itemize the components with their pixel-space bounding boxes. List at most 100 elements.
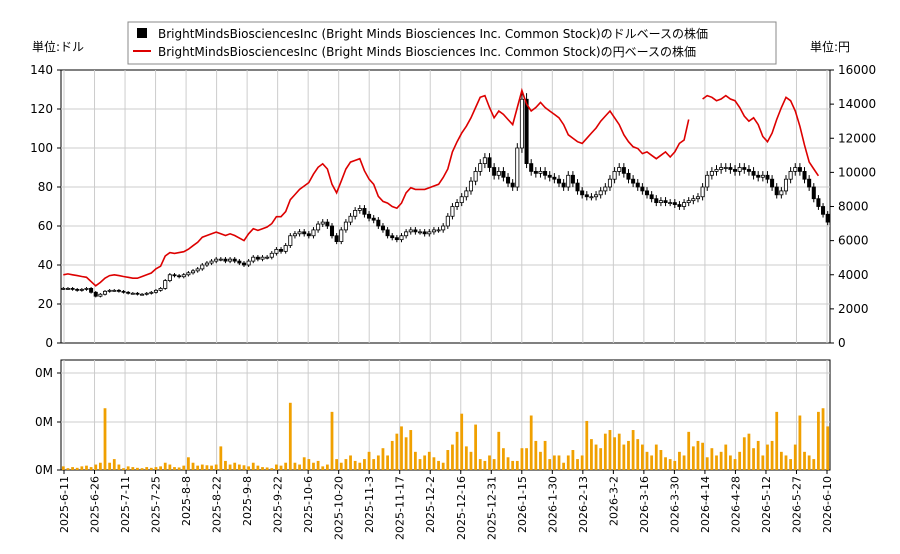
volume-bar: [325, 464, 329, 470]
volume-bar: [210, 465, 213, 470]
candle-body: [283, 245, 288, 252]
price-panel: 0 20 40 60 80 100 120 140 0 2000 4000 6000 8000 1000…: [30, 63, 876, 350]
volume-bar: [817, 411, 820, 470]
volume-bar: [729, 455, 732, 470]
candle-body: [492, 167, 497, 176]
volume-bar: [455, 431, 459, 470]
volume-bar: [756, 440, 760, 470]
volume-bar: [446, 450, 450, 470]
candle-body: [714, 169, 719, 172]
right-tick-label: 6000: [838, 234, 869, 248]
x-tick-label: 2026-5-12: [760, 476, 773, 533]
volume-tick-label: 0M: [35, 415, 53, 429]
volume-bar: [576, 459, 579, 470]
candle-body: [269, 252, 274, 258]
candle-body: [130, 292, 135, 295]
candle-body: [807, 178, 812, 188]
volume-bar: [483, 460, 487, 470]
volume-bar: [136, 467, 139, 470]
volume-bar: [117, 464, 121, 470]
candle-body: [455, 202, 460, 207]
volume-bar: [214, 464, 218, 470]
right-tick-label: 10000: [838, 165, 876, 179]
volume-bar: [460, 413, 464, 470]
volume-bar: [284, 462, 288, 470]
volume-bar: [478, 459, 482, 470]
candle-body: [547, 174, 552, 178]
x-tick-label: 2026-3-16: [638, 476, 651, 533]
volume-bar: [580, 455, 584, 470]
volume-bar: [497, 431, 501, 470]
volume-bar: [145, 467, 149, 470]
volume-bar: [766, 444, 769, 470]
candle-body: [135, 292, 140, 295]
candle-body: [79, 288, 84, 291]
volume-bar: [275, 464, 278, 470]
right-tick-label: 4000: [838, 268, 869, 282]
volume-bar: [539, 451, 542, 470]
volume-bar: [622, 444, 626, 470]
volume-bar: [404, 437, 408, 470]
volume-bar: [168, 464, 172, 470]
candle-body: [274, 248, 279, 254]
volume-bar: [367, 451, 371, 470]
candle-body: [737, 167, 742, 172]
candle-body: [543, 170, 548, 176]
x-axis-date-labels: 2025-6-11 2025-6-26 2025-7-11 2025-7-25 2025…: [58, 470, 834, 540]
volume-bar: [451, 444, 454, 470]
volume-bar: [237, 464, 241, 470]
candle-body: [209, 260, 214, 264]
candle-body: [677, 204, 682, 207]
volume-bar: [219, 446, 223, 470]
candle-body: [501, 170, 506, 178]
volume-bar: [381, 448, 385, 470]
volume-bar: [437, 460, 440, 470]
candle-body: [649, 194, 654, 200]
volume-bar: [441, 462, 445, 470]
candle-body: [431, 229, 436, 233]
candle-body: [408, 229, 413, 233]
x-tick-label: 2025-10-20: [333, 476, 346, 540]
candle-body: [816, 198, 821, 207]
legend-box: [127, 21, 777, 65]
volume-bar: [413, 451, 417, 470]
volume-bar: [98, 462, 102, 470]
candle-body: [288, 235, 293, 246]
volume-bar: [423, 455, 427, 470]
candle-body: [770, 178, 775, 188]
candle-body: [417, 231, 423, 234]
x-tick-label: 2025-7-25: [150, 476, 163, 533]
volume-bar: [94, 464, 98, 470]
candle-body: [570, 174, 575, 184]
candle-body: [390, 235, 395, 239]
right-tick-label: 8000: [838, 200, 869, 214]
left-axis-unit-label: 単位:ドル: [32, 39, 84, 54]
candle-body: [228, 258, 233, 262]
volume-bar: [339, 462, 343, 470]
candle-body: [533, 170, 538, 174]
candle-body: [297, 231, 302, 235]
x-tick-label: 2025-11-17: [394, 476, 407, 540]
candle-body: [700, 186, 705, 198]
candle-body: [473, 170, 478, 182]
candle-body: [246, 260, 251, 266]
volume-bar: [270, 468, 274, 470]
candle-body: [783, 178, 789, 192]
candle-body: [353, 209, 358, 217]
volume-bar: [349, 455, 352, 470]
volume-tick-label: 0M: [35, 463, 53, 477]
volume-bar: [386, 455, 389, 470]
candle-body: [788, 170, 793, 180]
candle-body: [695, 196, 700, 200]
candle-body: [654, 198, 659, 203]
candle-body: [594, 194, 599, 198]
volume-bar: [200, 464, 204, 470]
candle-body: [691, 198, 696, 202]
price-panel-frame: [60, 69, 831, 344]
volume-bar: [807, 455, 811, 470]
jpy-line-series: [63, 87, 820, 287]
volume-panel-frame: [60, 359, 831, 471]
right-tick-label: 16000: [838, 63, 876, 77]
volume-bar: [122, 468, 125, 470]
